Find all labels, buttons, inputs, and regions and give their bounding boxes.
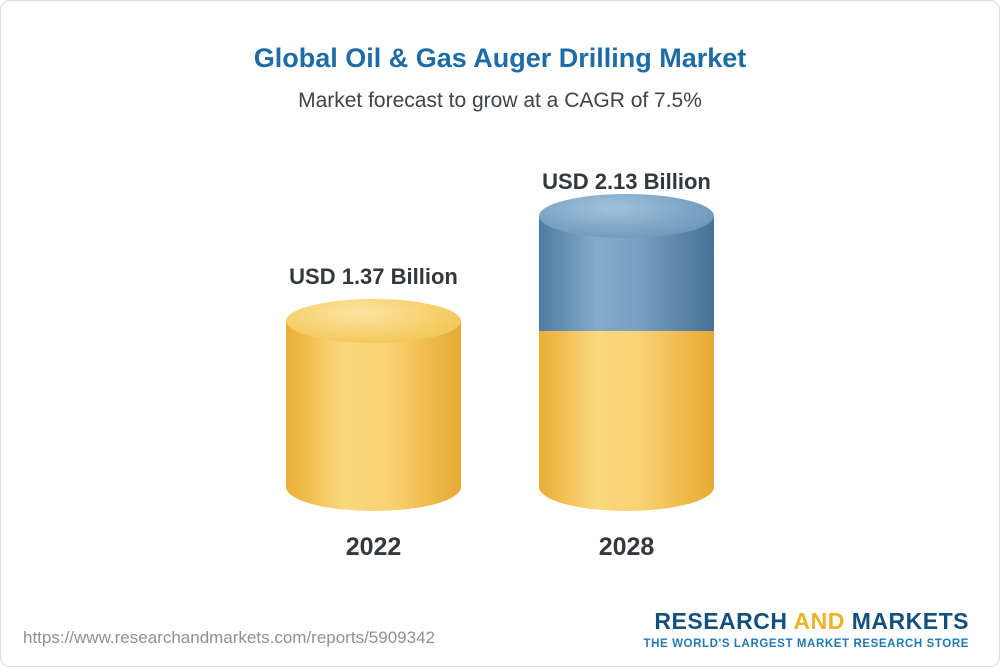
bar-2028-cylinder bbox=[539, 194, 714, 511]
report-url: https://www.researchandmarkets.com/repor… bbox=[23, 628, 435, 647]
bar-2028-top-ellipse bbox=[539, 194, 714, 238]
logo-word-research: RESEARCH bbox=[654, 608, 788, 634]
value-label-2028: USD 2.13 Billion bbox=[542, 169, 711, 194]
value-label-2022: USD 1.37 Billion bbox=[289, 264, 458, 289]
logo-word-markets: MARKETS bbox=[851, 608, 969, 634]
bar-2022-top-ellipse bbox=[286, 299, 461, 343]
axis-label-2028: 2028 bbox=[598, 533, 655, 561]
logo-wordmark: RESEARCH AND MARKETS bbox=[644, 608, 970, 635]
bar-2022-cylinder bbox=[286, 299, 461, 511]
logo-tagline: THE WORLD'S LARGEST MARKET RESEARCH STOR… bbox=[643, 638, 969, 650]
page-title: Global Oil & Gas Auger Drilling Market bbox=[253, 43, 747, 73]
bar-2028-base-segment bbox=[539, 331, 714, 511]
logo-word-and: AND bbox=[793, 608, 845, 634]
page-subtitle: Market forecast to grow at a CAGR of 7.5… bbox=[298, 89, 702, 112]
axis-label-2022: 2022 bbox=[345, 533, 402, 561]
bar-2022-body bbox=[286, 321, 461, 511]
research-and-markets-logo: RESEARCH AND MARKETS THE WORLD'S LARGEST… bbox=[644, 608, 970, 650]
